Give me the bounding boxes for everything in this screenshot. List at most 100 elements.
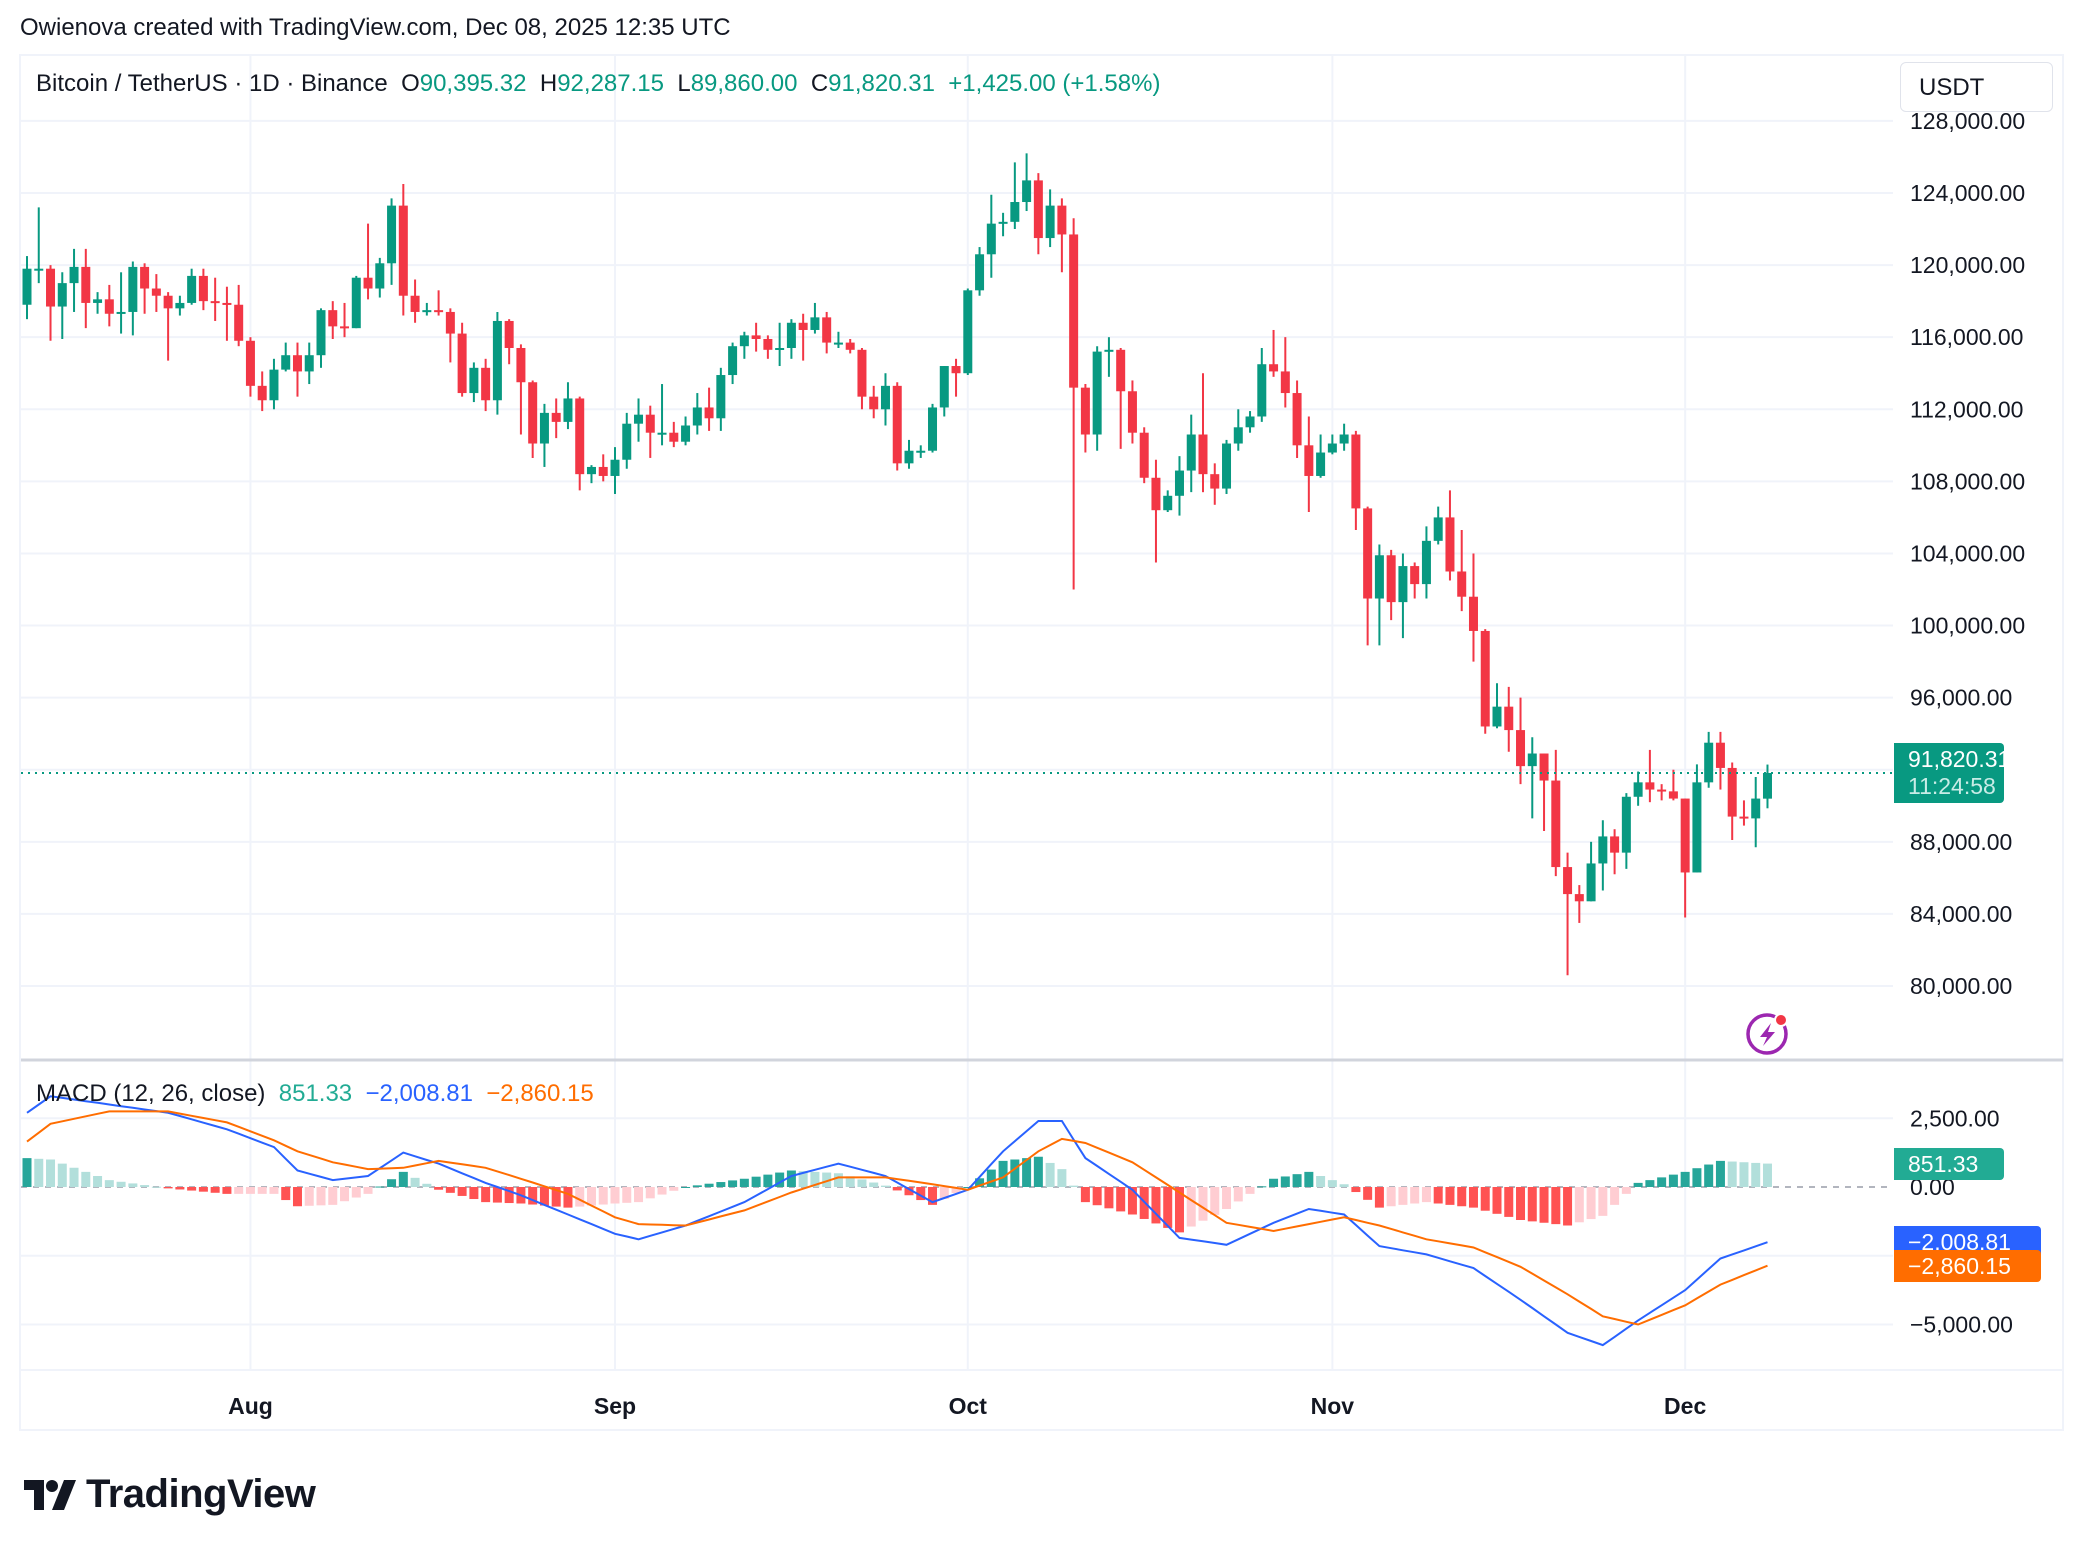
- candle-body: [986, 223, 996, 255]
- macd-histogram-bar: [810, 1171, 820, 1187]
- currency-button[interactable]: USDT: [1900, 62, 2053, 112]
- macd-histogram-bar: [1233, 1187, 1243, 1202]
- macd-title[interactable]: MACD (12, 26, close): [36, 1080, 266, 1107]
- candle-body: [669, 432, 679, 442]
- last-price-badge: 91,820.31 11:24:58: [1894, 742, 2010, 803]
- macd-histogram-bar: [845, 1176, 855, 1187]
- candle-body: [163, 295, 173, 309]
- macd-histogram-bar: [1598, 1187, 1608, 1216]
- macd-histogram-bar: [1539, 1187, 1549, 1223]
- candle-body: [1445, 517, 1455, 572]
- macd-histogram-bar: [1010, 1159, 1020, 1187]
- macd-histogram-bar: [175, 1187, 185, 1190]
- candles: [22, 153, 1772, 976]
- macd-histogram-bar: [539, 1187, 549, 1206]
- candle-body: [845, 342, 855, 350]
- macd-histogram-bar: [551, 1187, 561, 1207]
- macd-histogram-bar: [598, 1187, 608, 1205]
- macd-histogram-badge: 851.33: [1894, 1147, 2004, 1180]
- macd-histogram-bar: [151, 1186, 161, 1188]
- macd-histogram-bar: [1421, 1187, 1431, 1203]
- candle-body: [234, 304, 244, 341]
- macd-histogram-bar: [257, 1187, 267, 1194]
- candle-body: [928, 407, 938, 451]
- macd-histogram-bar: [1445, 1187, 1455, 1205]
- macd-value: −2,008.81: [365, 1080, 473, 1107]
- candle-body: [481, 367, 491, 401]
- candle-body: [951, 366, 961, 374]
- candle-body: [528, 382, 538, 444]
- macd-histogram-bar: [786, 1170, 796, 1187]
- candle-body: [1574, 894, 1584, 902]
- candle-body: [104, 299, 114, 314]
- candle-body: [1304, 445, 1314, 476]
- candle-body: [916, 450, 926, 453]
- macd-legend: MACD (12, 26, close) 851.33 −2,008.81 −2…: [36, 1080, 594, 1108]
- macd-histogram-bar: [245, 1187, 255, 1194]
- macd-histogram-bar: [1092, 1187, 1102, 1206]
- candle-body: [1504, 706, 1514, 731]
- macd-histogram-bar: [833, 1173, 843, 1187]
- candle-body: [869, 396, 879, 410]
- open-value: 90,395.32: [419, 70, 527, 97]
- symbol-title[interactable]: Bitcoin / TetherUS · 1D · Binance: [36, 70, 388, 97]
- candle-body: [1292, 393, 1302, 446]
- close-value: 91,820.31: [828, 70, 935, 97]
- candle-body: [516, 347, 526, 383]
- macd-histogram-bar: [1563, 1187, 1573, 1226]
- macd-histogram-bar: [1045, 1162, 1055, 1187]
- macd-histogram-bar: [1304, 1171, 1314, 1187]
- candle-body: [775, 347, 785, 350]
- candle-body: [316, 310, 326, 356]
- candle-body: [1516, 730, 1526, 767]
- candle-body: [622, 423, 632, 460]
- candle-body: [1692, 782, 1702, 873]
- candle-body: [1022, 180, 1032, 203]
- time-tick-label: Aug: [228, 1393, 273, 1419]
- candle-body: [833, 342, 843, 345]
- macd-histogram-bar: [1022, 1158, 1032, 1187]
- alert-bolt-icon[interactable]: [1746, 1013, 1788, 1055]
- macd-histogram-bar: [210, 1187, 220, 1193]
- tradingview-logo[interactable]: TradingView: [24, 1472, 316, 1517]
- macd-histogram-bar: [292, 1187, 302, 1207]
- candle-body: [422, 310, 432, 313]
- candle-body: [1010, 202, 1020, 222]
- macd-histogram-bar: [1163, 1187, 1173, 1228]
- candle-body: [1080, 387, 1090, 435]
- candle-body: [539, 412, 549, 444]
- candle-body: [1186, 434, 1196, 471]
- macd-histogram-bar: [1433, 1187, 1443, 1204]
- candle-body: [22, 268, 32, 305]
- signal-badge: −2,860.15: [1894, 1249, 2041, 1282]
- macd-histogram-bar: [657, 1187, 667, 1195]
- high-value: 92,287.15: [557, 70, 664, 97]
- macd-histogram-bar: [1245, 1187, 1255, 1194]
- price-tick-label: 88,000.00: [1910, 829, 2012, 855]
- macd-histogram-bar: [681, 1187, 691, 1188]
- candle-body: [46, 268, 56, 307]
- candle-body: [257, 385, 267, 401]
- macd-histogram-bar: [1116, 1187, 1126, 1212]
- candle-body: [81, 266, 91, 303]
- macd-histogram-bar: [575, 1187, 585, 1207]
- macd-histogram-bar: [1527, 1187, 1537, 1222]
- candle-body: [469, 367, 479, 394]
- candle-body: [657, 432, 667, 435]
- macd-histogram-bar: [1410, 1187, 1420, 1204]
- macd-histogram-bar: [1033, 1156, 1043, 1187]
- macd-histogram-bar: [316, 1187, 326, 1206]
- macd-histogram-bar: [234, 1187, 244, 1194]
- candle-body: [1421, 540, 1431, 585]
- macd-histogram-bar: [1198, 1187, 1208, 1221]
- macd-histogram-bar: [622, 1187, 632, 1203]
- macd-histogram-bar: [81, 1171, 91, 1187]
- bar-countdown: 11:24:58: [1908, 772, 1996, 799]
- candle-body: [1527, 753, 1537, 767]
- candle-body: [1621, 796, 1631, 853]
- macd-histogram-bar: [481, 1187, 491, 1203]
- candle-body: [1233, 427, 1243, 444]
- close-label: C: [810, 70, 829, 97]
- candle-body: [1174, 470, 1184, 496]
